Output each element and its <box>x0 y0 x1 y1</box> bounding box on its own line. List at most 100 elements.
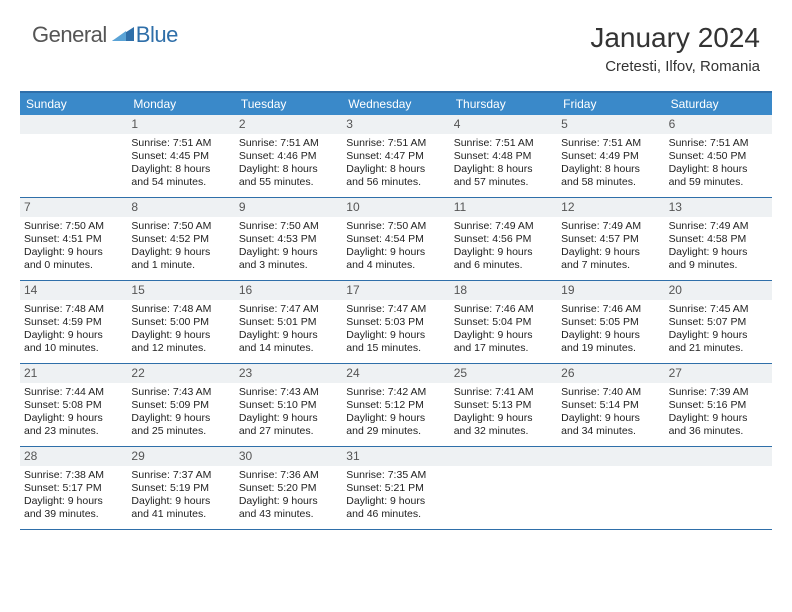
day-cell: 30Sunrise: 7:36 AMSunset: 5:20 PMDayligh… <box>235 447 342 529</box>
daylight-text: and 59 minutes. <box>669 176 768 189</box>
daylight-text: Daylight: 9 hours <box>239 329 338 342</box>
day-number: 16 <box>235 281 342 300</box>
daylight-text: Daylight: 9 hours <box>24 495 123 508</box>
daylight-text: Daylight: 9 hours <box>239 246 338 259</box>
sunrise-text: Sunrise: 7:43 AM <box>239 386 338 399</box>
week-row: 14Sunrise: 7:48 AMSunset: 4:59 PMDayligh… <box>20 281 772 364</box>
daylight-text: and 46 minutes. <box>346 508 445 521</box>
sunset-text: Sunset: 5:00 PM <box>131 316 230 329</box>
day-cell: 29Sunrise: 7:37 AMSunset: 5:19 PMDayligh… <box>127 447 234 529</box>
sunset-text: Sunset: 4:54 PM <box>346 233 445 246</box>
sunrise-text: Sunrise: 7:38 AM <box>24 469 123 482</box>
sunset-text: Sunset: 4:52 PM <box>131 233 230 246</box>
daylight-text: and 43 minutes. <box>239 508 338 521</box>
sunset-text: Sunset: 4:50 PM <box>669 150 768 163</box>
day-cell: 8Sunrise: 7:50 AMSunset: 4:52 PMDaylight… <box>127 198 234 280</box>
day-cell <box>20 115 127 197</box>
day-number: 22 <box>127 364 234 383</box>
triangle-icon <box>112 25 134 46</box>
daylight-text: Daylight: 9 hours <box>561 412 660 425</box>
day-number: 6 <box>665 115 772 134</box>
day-number: 11 <box>450 198 557 217</box>
day-cell: 18Sunrise: 7:46 AMSunset: 5:04 PMDayligh… <box>450 281 557 363</box>
day-number: 14 <box>20 281 127 300</box>
sunrise-text: Sunrise: 7:44 AM <box>24 386 123 399</box>
sunset-text: Sunset: 5:13 PM <box>454 399 553 412</box>
day-cell <box>450 447 557 529</box>
title-block: January 2024 Cretesti, Ilfov, Romania <box>590 22 760 75</box>
day-number: 15 <box>127 281 234 300</box>
week-row: 28Sunrise: 7:38 AMSunset: 5:17 PMDayligh… <box>20 447 772 530</box>
daylight-text: and 27 minutes. <box>239 425 338 438</box>
day-cell: 1Sunrise: 7:51 AMSunset: 4:45 PMDaylight… <box>127 115 234 197</box>
daylight-text: Daylight: 8 hours <box>346 163 445 176</box>
sunset-text: Sunset: 4:46 PM <box>239 150 338 163</box>
day-number: 7 <box>20 198 127 217</box>
header: General Blue January 2024 Cretesti, Ilfo… <box>0 0 792 85</box>
daylight-text: Daylight: 9 hours <box>131 246 230 259</box>
sunset-text: Sunset: 4:47 PM <box>346 150 445 163</box>
sunset-text: Sunset: 5:21 PM <box>346 482 445 495</box>
daylight-text: and 55 minutes. <box>239 176 338 189</box>
daylight-text: Daylight: 9 hours <box>24 246 123 259</box>
sunset-text: Sunset: 4:53 PM <box>239 233 338 246</box>
sunset-text: Sunset: 4:45 PM <box>131 150 230 163</box>
day-number: 2 <box>235 115 342 134</box>
week-row: 1Sunrise: 7:51 AMSunset: 4:45 PMDaylight… <box>20 115 772 198</box>
daylight-text: Daylight: 9 hours <box>346 329 445 342</box>
day-header: Friday <box>557 93 664 115</box>
sunrise-text: Sunrise: 7:45 AM <box>669 303 768 316</box>
sunrise-text: Sunrise: 7:51 AM <box>346 137 445 150</box>
day-cell: 21Sunrise: 7:44 AMSunset: 5:08 PMDayligh… <box>20 364 127 446</box>
day-cell: 22Sunrise: 7:43 AMSunset: 5:09 PMDayligh… <box>127 364 234 446</box>
sunrise-text: Sunrise: 7:50 AM <box>24 220 123 233</box>
daylight-text: Daylight: 9 hours <box>131 495 230 508</box>
sunset-text: Sunset: 5:19 PM <box>131 482 230 495</box>
day-header-row: Sunday Monday Tuesday Wednesday Thursday… <box>20 93 772 115</box>
sunrise-text: Sunrise: 7:36 AM <box>239 469 338 482</box>
daylight-text: and 10 minutes. <box>24 342 123 355</box>
day-header: Wednesday <box>342 93 449 115</box>
sunrise-text: Sunrise: 7:43 AM <box>131 386 230 399</box>
sunset-text: Sunset: 4:59 PM <box>24 316 123 329</box>
sunrise-text: Sunrise: 7:47 AM <box>239 303 338 316</box>
day-number: 20 <box>665 281 772 300</box>
day-number: 28 <box>20 447 127 466</box>
sunrise-text: Sunrise: 7:50 AM <box>239 220 338 233</box>
sunrise-text: Sunrise: 7:49 AM <box>669 220 768 233</box>
day-number: 25 <box>450 364 557 383</box>
sunrise-text: Sunrise: 7:50 AM <box>131 220 230 233</box>
daylight-text: and 29 minutes. <box>346 425 445 438</box>
day-number: 5 <box>557 115 664 134</box>
daylight-text: and 54 minutes. <box>131 176 230 189</box>
sunset-text: Sunset: 5:08 PM <box>24 399 123 412</box>
day-number: 30 <box>235 447 342 466</box>
daylight-text: and 56 minutes. <box>346 176 445 189</box>
sunrise-text: Sunrise: 7:42 AM <box>346 386 445 399</box>
logo-text-general: General <box>32 22 107 48</box>
calendar: Sunday Monday Tuesday Wednesday Thursday… <box>20 91 772 530</box>
sunset-text: Sunset: 5:01 PM <box>239 316 338 329</box>
day-cell: 6Sunrise: 7:51 AMSunset: 4:50 PMDaylight… <box>665 115 772 197</box>
daylight-text: and 15 minutes. <box>346 342 445 355</box>
day-number: 10 <box>342 198 449 217</box>
daylight-text: and 23 minutes. <box>24 425 123 438</box>
day-cell: 5Sunrise: 7:51 AMSunset: 4:49 PMDaylight… <box>557 115 664 197</box>
day-header: Saturday <box>665 93 772 115</box>
day-cell: 2Sunrise: 7:51 AMSunset: 4:46 PMDaylight… <box>235 115 342 197</box>
month-title: January 2024 <box>590 22 760 54</box>
daylight-text: Daylight: 9 hours <box>131 412 230 425</box>
day-cell: 26Sunrise: 7:40 AMSunset: 5:14 PMDayligh… <box>557 364 664 446</box>
day-cell: 4Sunrise: 7:51 AMSunset: 4:48 PMDaylight… <box>450 115 557 197</box>
daylight-text: and 3 minutes. <box>239 259 338 272</box>
daylight-text: and 41 minutes. <box>131 508 230 521</box>
sunset-text: Sunset: 4:56 PM <box>454 233 553 246</box>
day-number: 19 <box>557 281 664 300</box>
daylight-text: Daylight: 9 hours <box>454 246 553 259</box>
daylight-text: Daylight: 8 hours <box>131 163 230 176</box>
sunset-text: Sunset: 5:17 PM <box>24 482 123 495</box>
sunrise-text: Sunrise: 7:51 AM <box>561 137 660 150</box>
day-number <box>665 447 772 466</box>
sunrise-text: Sunrise: 7:37 AM <box>131 469 230 482</box>
day-header: Sunday <box>20 93 127 115</box>
